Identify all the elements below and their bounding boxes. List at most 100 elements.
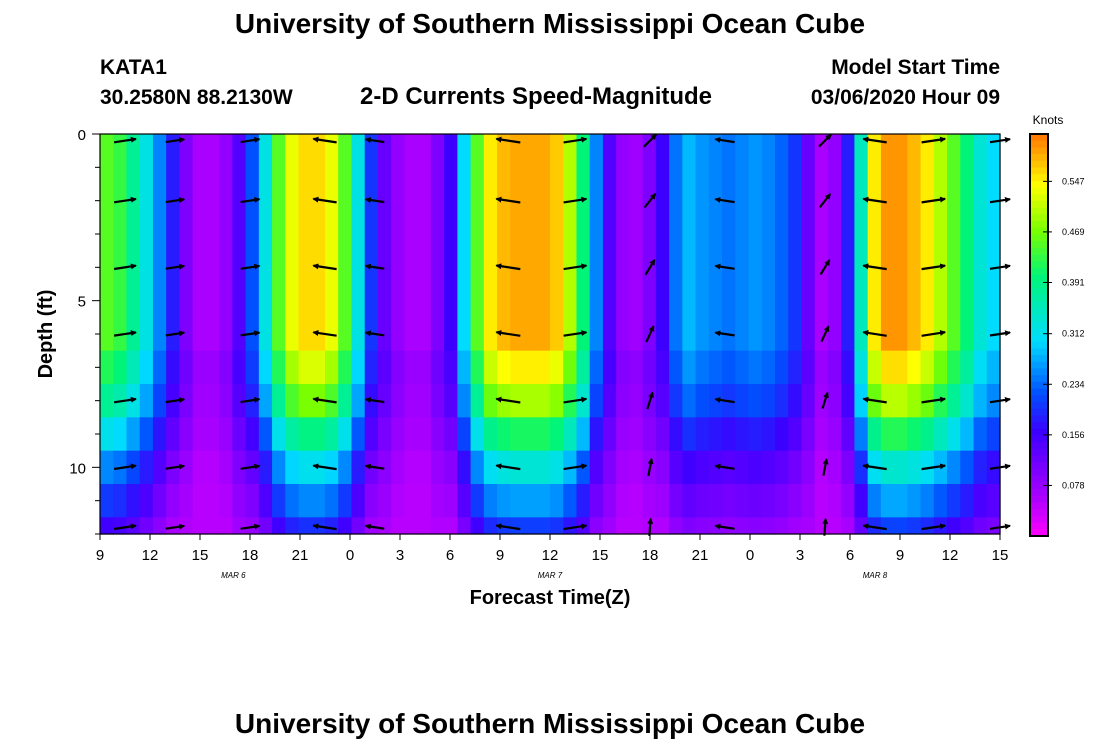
heatmap-cell: [510, 417, 525, 452]
heatmap-cell: [192, 134, 207, 352]
current-vector-arrow: [819, 259, 831, 276]
heatmap-cell: [960, 484, 975, 518]
heatmap-cell: [205, 450, 220, 485]
heatmap-cell: [113, 350, 128, 385]
x-tick-label: 12: [542, 547, 559, 564]
heatmap-cell: [232, 484, 247, 518]
heatmap-cell: [391, 417, 406, 452]
heatmap-cell: [947, 350, 961, 385]
current-vector-arrow: [312, 136, 337, 144]
heatmap-cell: [139, 450, 154, 485]
heatmap-cell: [814, 350, 829, 385]
heatmap-cell: [272, 450, 286, 485]
heatmap-cell: [973, 517, 988, 535]
heatmap-cell: [113, 134, 128, 352]
heatmap-cell: [192, 350, 207, 385]
heatmap-cell: [497, 417, 511, 452]
heatmap-cell: [655, 384, 670, 418]
heatmap-cell: [655, 450, 670, 485]
chart-title: 2-D Currents Speed-Magnitude: [360, 83, 713, 110]
heatmap-cell: [841, 484, 856, 518]
heatmap-cell: [576, 417, 591, 452]
heatmap-cell: [682, 134, 697, 352]
current-vector-arrow: [495, 523, 521, 531]
heatmap-cell: [166, 134, 181, 352]
colorbar-segment: [1030, 180, 1048, 189]
heatmap-cell: [973, 350, 988, 385]
heatmap-cell: [986, 484, 1001, 518]
heatmap-cell: [338, 417, 353, 452]
heatmap-cell: [602, 484, 617, 518]
heatmap-cell: [748, 450, 763, 485]
current-vector-arrow: [822, 458, 829, 476]
colorbar-segment: [1030, 274, 1048, 282]
heatmap-cell: [377, 484, 392, 518]
current-vector-arrow: [165, 137, 186, 144]
current-vector-arrow: [364, 523, 385, 530]
colorbar-segment: [1030, 261, 1048, 269]
current-vector-arrow: [113, 136, 137, 144]
heatmap-cell: [325, 484, 339, 518]
colorbar-segment: [1030, 160, 1048, 169]
heatmap-cell: [152, 517, 167, 535]
heatmap-cell: [510, 517, 525, 535]
heatmap-cell: [788, 350, 803, 385]
heatmap-cell: [219, 384, 233, 418]
current-vector-arrow: [822, 517, 829, 536]
x-tick-label: 9: [896, 547, 904, 564]
heatmap-cell: [523, 517, 538, 535]
heatmap-cell: [933, 134, 948, 352]
heatmap-cell: [470, 517, 485, 535]
current-vector-arrow: [495, 263, 521, 271]
heatmap-cell: [272, 417, 286, 452]
heatmap-cell: [841, 450, 856, 485]
heatmap-cell: [523, 450, 538, 485]
colorbar-segment: [1030, 301, 1048, 309]
current-vector-arrow: [862, 136, 887, 144]
heatmap-cell: [550, 484, 564, 518]
heatmap-cell: [695, 417, 710, 452]
current-vector-arrow: [563, 396, 588, 404]
current-vector-arrow: [921, 136, 947, 144]
heatmap-cell: [669, 417, 683, 452]
x-axis: 9 12 15 18 21 0 3 6 9 12 15 18 21 0 3 6 9 12 15 MAR 6 MAR 7 M…: [96, 534, 1009, 580]
heatmap-cell: [761, 517, 776, 535]
heatmap-cell: [748, 134, 763, 352]
current-vector-arrow: [364, 397, 385, 404]
heatmap-cell: [298, 484, 313, 518]
current-vector-arrow: [495, 196, 521, 204]
colorbar-segment: [1030, 502, 1048, 510]
date-label: MAR 6: [221, 571, 246, 580]
heatmap-cell: [669, 450, 683, 485]
heatmap-cell: [669, 384, 683, 418]
heatmap-cell: [669, 484, 683, 518]
heatmap-cell: [470, 134, 485, 352]
current-vector-arrow: [240, 463, 261, 470]
current-vector-arrow: [113, 463, 137, 471]
heatmap-cell: [602, 134, 617, 352]
x-tick-label: 15: [992, 547, 1009, 564]
heatmap-cell: [457, 484, 472, 518]
heatmap-cell: [563, 517, 578, 535]
heatmap-cell: [338, 517, 353, 535]
x-tick-label: 15: [592, 547, 609, 564]
x-tick-label: 18: [242, 547, 259, 564]
heatmap-cell: [192, 517, 207, 535]
page-title: University of Southern Mississippi Ocean…: [234, 8, 866, 39]
current-vector-arrow: [240, 396, 261, 404]
current-vector-arrow: [113, 263, 137, 271]
heatmap-cell: [655, 417, 670, 452]
heatmap-cell: [245, 350, 260, 385]
colorbar-tick-label: 0.547: [1062, 176, 1085, 186]
heatmap-cell: [642, 417, 657, 452]
heatmap-cell: [827, 384, 842, 418]
heatmap-cell: [351, 384, 366, 418]
current-vector-arrow: [563, 136, 588, 144]
heatmap-cell: [735, 350, 750, 385]
colorbar-segment: [1030, 408, 1048, 416]
colorbar-tick-label: 0.469: [1062, 227, 1085, 237]
heatmap-cell: [867, 134, 882, 352]
colorbar-segment: [1030, 154, 1048, 162]
heatmap-cell: [735, 484, 750, 518]
colorbar-segment: [1030, 448, 1048, 457]
